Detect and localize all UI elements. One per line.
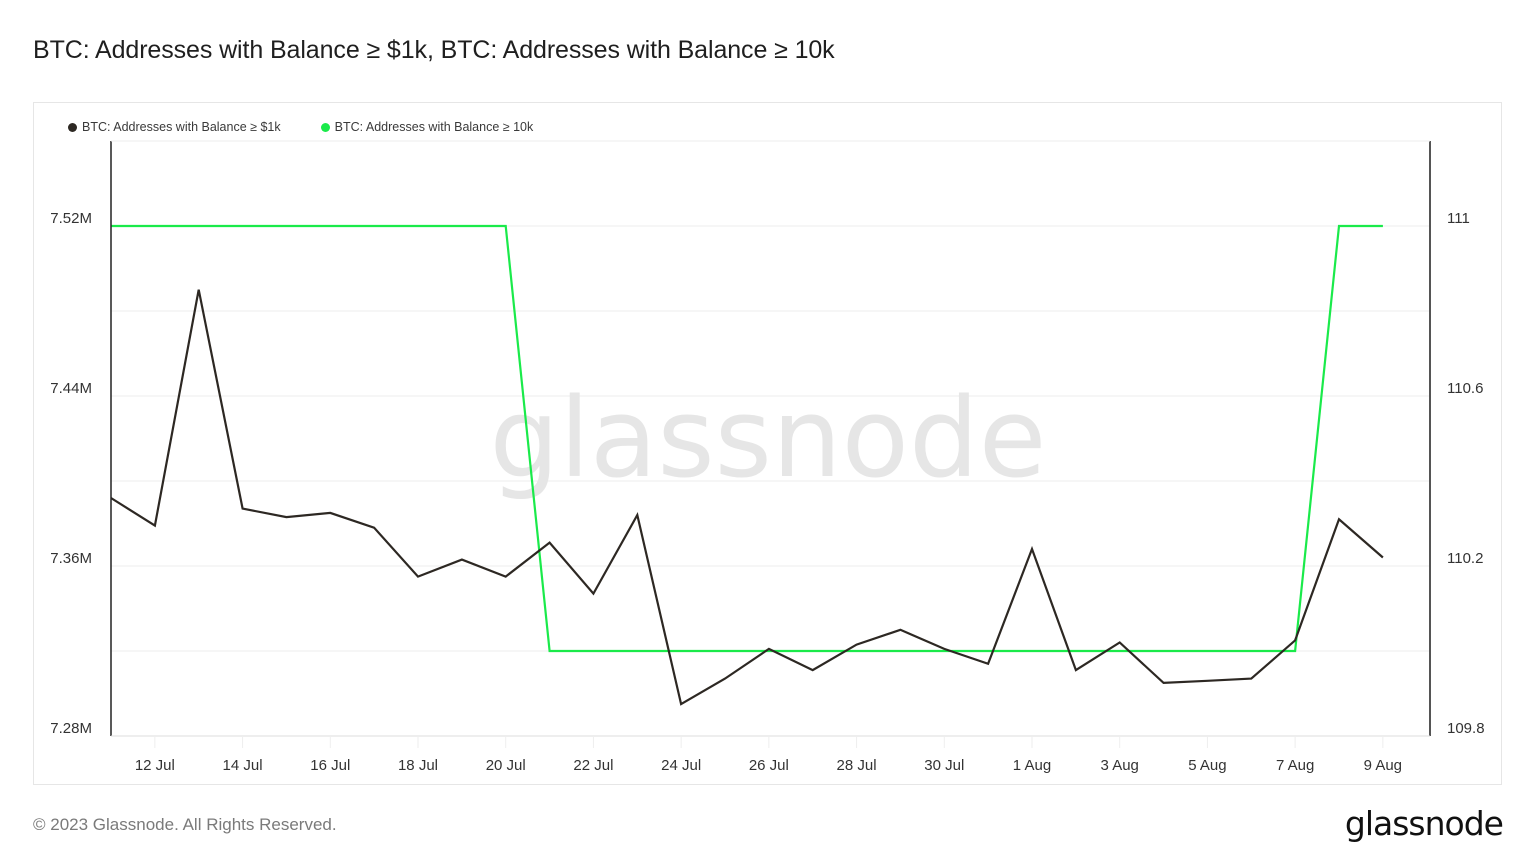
series-line-10k	[111, 224, 1383, 653]
watermark: glassnode	[490, 374, 1047, 502]
y-axis-right: 109.8 110.2 110.6 111	[1447, 210, 1485, 737]
svg-text:111: 111	[1447, 210, 1470, 227]
svg-text:18 Jul: 18 Jul	[398, 757, 438, 774]
glassnode-logo[interactable]: glassnode	[1344, 804, 1504, 843]
legend-dot-icon	[68, 122, 77, 132]
svg-text:20 Jul: 20 Jul	[486, 757, 526, 774]
svg-text:7 Aug: 7 Aug	[1276, 757, 1314, 774]
series-line-1k	[110, 289, 1384, 706]
chart-title: BTC: Addresses with Balance ≥ $1k, BTC: …	[33, 36, 835, 64]
chart-panel	[33, 102, 1502, 785]
x-axis: 12 Jul 14 Jul 16 Jul 18 Jul 20 Jul 22 Jul 24 J…	[135, 737, 1402, 774]
svg-text:7.44M: 7.44M	[50, 380, 92, 397]
copyright-text: © 2023 Glassnode. All Rights Reserved.	[33, 815, 337, 834]
svg-text:16 Jul: 16 Jul	[310, 757, 350, 774]
y-axis-left: 7.28M 7.36M 7.44M 7.52M	[50, 210, 92, 737]
svg-text:109.8: 109.8	[1447, 720, 1485, 737]
svg-text:28 Jul: 28 Jul	[837, 757, 877, 774]
svg-text:1 Aug: 1 Aug	[1013, 757, 1051, 774]
svg-text:24 Jul: 24 Jul	[661, 757, 701, 774]
legend-item-balance-10k[interactable]: BTC: Addresses with Balance ≥ 10k	[320, 120, 534, 134]
legend-item-balance-1k[interactable]: BTC: Addresses with Balance ≥ $1k	[68, 120, 281, 134]
legend-dot-icon	[320, 122, 330, 132]
svg-text:5 Aug: 5 Aug	[1188, 757, 1226, 774]
legend-label: BTC: Addresses with Balance ≥ 10k	[334, 120, 534, 134]
svg-text:7.36M: 7.36M	[50, 550, 92, 567]
svg-text:26 Jul: 26 Jul	[749, 757, 789, 774]
svg-text:14 Jul: 14 Jul	[223, 757, 263, 774]
svg-text:22 Jul: 22 Jul	[573, 757, 613, 774]
svg-text:30 Jul: 30 Jul	[924, 757, 964, 774]
chart-legend: BTC: Addresses with Balance ≥ $1k BTC: A…	[68, 120, 533, 134]
svg-text:7.52M: 7.52M	[50, 210, 92, 227]
svg-text:110.6: 110.6	[1447, 380, 1483, 397]
svg-text:7.28M: 7.28M	[50, 720, 92, 737]
svg-text:9 Aug: 9 Aug	[1364, 757, 1402, 774]
svg-text:110.2: 110.2	[1447, 550, 1483, 567]
svg-text:3 Aug: 3 Aug	[1101, 757, 1139, 774]
legend-label: BTC: Addresses with Balance ≥ $1k	[82, 120, 281, 134]
svg-text:12 Jul: 12 Jul	[135, 757, 175, 774]
